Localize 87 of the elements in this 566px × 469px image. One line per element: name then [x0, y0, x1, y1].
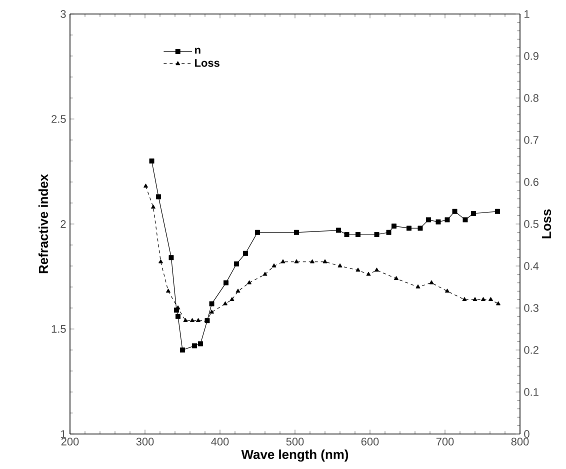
point — [322, 259, 328, 264]
y-tick-label: 1 — [61, 430, 66, 438]
x-tick-label: 400 — [211, 438, 229, 446]
point — [168, 255, 174, 260]
point — [366, 272, 371, 276]
y2-tick-label: 0.8 — [524, 94, 538, 102]
point — [462, 217, 468, 222]
point — [255, 230, 260, 235]
point — [426, 217, 431, 222]
y-tick-label: 2.5 — [52, 115, 66, 123]
point — [236, 288, 240, 293]
legend-label: Loss — [195, 59, 220, 67]
point — [472, 297, 478, 301]
point — [243, 250, 248, 256]
point — [310, 259, 314, 264]
point — [336, 228, 341, 233]
point — [196, 318, 200, 322]
point — [272, 264, 276, 268]
point — [294, 259, 299, 264]
point — [488, 297, 493, 301]
point — [209, 301, 214, 306]
point — [223, 301, 228, 306]
point — [144, 184, 148, 188]
y2-axis-title: Loss — [542, 209, 552, 238]
y2-tick-label: 0 — [524, 430, 530, 438]
point — [294, 230, 299, 235]
point — [429, 280, 434, 284]
point — [496, 301, 500, 306]
y-tick-label: 3 — [60, 10, 66, 18]
point — [481, 297, 486, 301]
point — [436, 219, 441, 224]
point — [176, 314, 180, 319]
point — [338, 264, 342, 268]
point — [224, 280, 228, 286]
point — [190, 318, 194, 322]
y-axis-title: Refractive index — [38, 174, 48, 274]
point — [445, 288, 450, 293]
point — [210, 310, 214, 314]
point — [198, 341, 203, 346]
point — [183, 318, 188, 322]
point — [234, 261, 239, 266]
point — [392, 224, 396, 229]
point — [192, 343, 197, 348]
point — [444, 217, 450, 222]
point — [344, 232, 350, 237]
point — [230, 297, 234, 301]
point — [262, 272, 268, 276]
y2-tick-label: 0.7 — [524, 136, 538, 144]
y2-tick-label: 0.5 — [524, 220, 538, 228]
x-axis-title: Wave length (nm) — [241, 450, 348, 462]
point — [452, 208, 458, 214]
point — [356, 268, 360, 272]
x-tick-label: 500 — [286, 438, 304, 446]
point — [247, 280, 252, 284]
point — [374, 232, 380, 237]
point — [158, 259, 163, 264]
point — [386, 230, 392, 235]
point — [495, 208, 500, 214]
y2-tick-label: 0.6 — [524, 178, 538, 186]
x-tick-label: 300 — [136, 438, 154, 446]
y2-tick-label: 0.4 — [524, 262, 539, 270]
y2-tick-label: 0.2 — [524, 346, 538, 354]
y-tick-label: 2 — [60, 220, 66, 228]
point — [156, 194, 161, 200]
y2-tick-label: 0.1 — [524, 388, 538, 396]
x-tick-label: 600 — [361, 438, 379, 446]
y2-tick-label: 0.3 — [524, 304, 538, 312]
point — [418, 226, 423, 231]
point — [151, 204, 156, 209]
legend-label: n — [195, 48, 200, 54]
x-tick-label: 200 — [61, 438, 79, 446]
point — [416, 284, 420, 288]
point — [394, 276, 398, 280]
y2-tick-label: 0.9 — [524, 52, 538, 60]
point — [374, 268, 379, 272]
point — [180, 348, 185, 352]
point — [471, 211, 476, 216]
point — [166, 288, 170, 293]
point — [149, 158, 154, 164]
x-tick-label: 800 — [511, 438, 529, 446]
x-tick-label: 700 — [436, 438, 454, 446]
point — [356, 232, 360, 237]
y-tick-label: 1.5 — [52, 325, 66, 333]
point — [280, 259, 286, 264]
point — [462, 297, 467, 301]
point — [406, 226, 412, 231]
y2-tick-label: 1 — [524, 10, 530, 18]
